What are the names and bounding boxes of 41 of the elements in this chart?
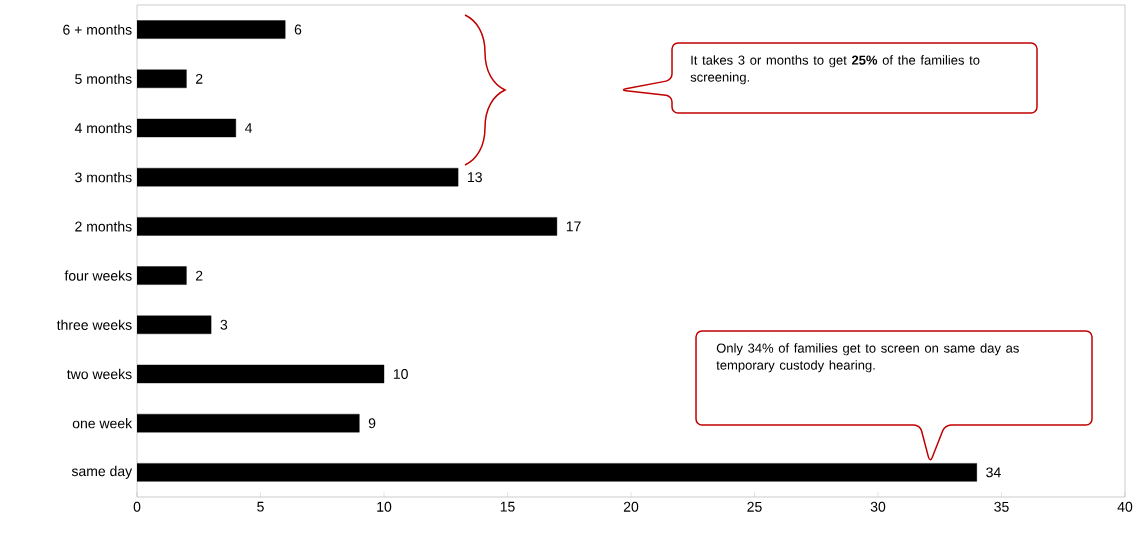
data-label: 4 (244, 123, 253, 133)
bar (137, 217, 558, 236)
x-tick-label: 30 (870, 501, 886, 512)
bar (137, 364, 385, 384)
data-label: 10 (393, 369, 408, 379)
bar (137, 413, 360, 433)
x-tick-label: 35 (994, 501, 1009, 512)
y-tick-label: 2 months (75, 221, 132, 232)
bar (137, 463, 977, 482)
data-label: 9 (368, 418, 376, 429)
y-tick-label: four weeks (64, 270, 132, 281)
x-tick-label: 15 (500, 501, 515, 512)
data-label: 2 (195, 73, 203, 84)
data-label: 2 (195, 270, 203, 281)
annotation: Only 34% of families get to screen on same day as temporary custody hearing. (716, 343, 1019, 373)
y-tick-label: one week (72, 418, 133, 429)
data-label: 34 (986, 467, 1001, 478)
x-tick-label: 25 (747, 501, 762, 512)
y-tick-label: 6 + months (63, 24, 132, 35)
x-tick-label: 10 (377, 501, 392, 512)
x-tick-label: 0 (133, 501, 141, 512)
y-tick-label: 4 months (74, 122, 132, 134)
bar (137, 266, 187, 285)
data-label: 3 (220, 319, 228, 330)
text: It takes 3 or months to get 25% of the families to screening. (690, 55, 980, 85)
x-tick-label: 20 (623, 501, 639, 512)
y-tick-label: 5 months (75, 73, 132, 84)
data-label: 6 (294, 24, 302, 35)
y-tick-label: same day (71, 465, 133, 479)
bar (137, 167, 459, 187)
bar (137, 118, 237, 138)
y-tick-label: three weeks (56, 319, 132, 330)
data-label: 13 (468, 172, 482, 183)
bar (137, 20, 286, 39)
y-tick-label: two weeks (67, 368, 132, 380)
bar (137, 69, 187, 88)
bar (137, 315, 212, 334)
y-tick-label: 3 months (75, 172, 132, 183)
x-tick-label: 40 (1117, 501, 1133, 512)
x-tick-label: 5 (257, 501, 264, 512)
data-label: 17 (566, 221, 581, 232)
